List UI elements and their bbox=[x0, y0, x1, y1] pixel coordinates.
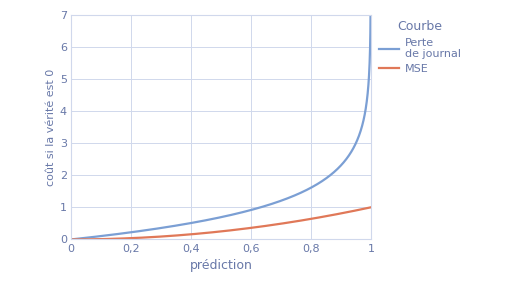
MSE bbox=[359, 207, 365, 211]
Perte
de journal bbox=[304, 188, 310, 192]
Legend: Perte
de journal, MSE: Perte de journal, MSE bbox=[379, 20, 461, 74]
MSE bbox=[206, 231, 212, 234]
X-axis label: prédiction: prédiction bbox=[189, 259, 252, 272]
Perte
de journal bbox=[68, 238, 74, 241]
MSE bbox=[359, 207, 365, 211]
Perte
de journal bbox=[83, 236, 89, 239]
MSE bbox=[368, 206, 374, 209]
Perte
de journal bbox=[359, 124, 365, 128]
MSE bbox=[304, 218, 310, 221]
Line: Perte
de journal: Perte de journal bbox=[71, 0, 371, 239]
MSE bbox=[214, 230, 220, 234]
MSE bbox=[83, 238, 89, 241]
MSE bbox=[68, 238, 74, 241]
Perte
de journal bbox=[206, 218, 212, 221]
Y-axis label: coût si la vérité est 0: coût si la vérité est 0 bbox=[46, 68, 56, 186]
Line: MSE: MSE bbox=[71, 207, 371, 239]
Perte
de journal bbox=[359, 125, 365, 128]
Perte
de journal bbox=[214, 216, 220, 220]
